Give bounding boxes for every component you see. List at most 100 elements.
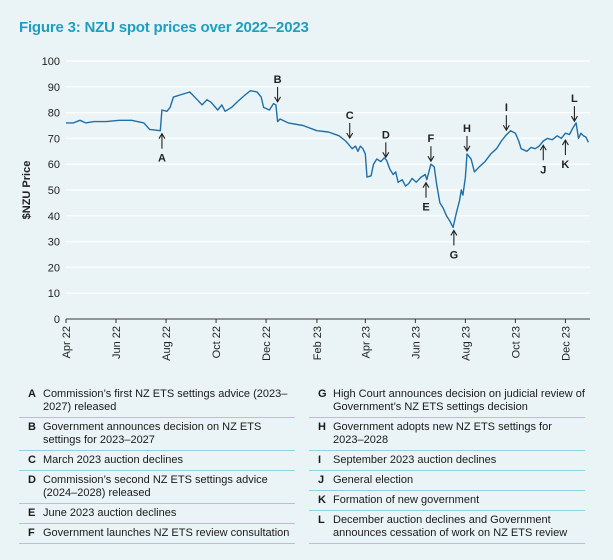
legend-item-d: D Commission’s second NZ ETS settings adv… xyxy=(19,471,295,504)
x-tick-label: Aug 23 xyxy=(460,326,472,361)
legend-left: A Commission’s first NZ ETS settings advi… xyxy=(19,385,295,544)
legend-key: D xyxy=(28,474,36,486)
annotation-i: I xyxy=(502,102,510,132)
arrowhead xyxy=(561,139,569,146)
annotation-l: L xyxy=(570,93,578,123)
arrowhead xyxy=(502,124,510,132)
legend-item-h: H Government adopts new NZ ETS settings f… xyxy=(309,418,585,451)
legend-text: Commission’s second NZ ETS settings advi… xyxy=(43,474,268,499)
arrowhead xyxy=(158,132,166,139)
annotation-f: F xyxy=(427,133,435,163)
x-tick-label: Aug 22 xyxy=(161,326,173,361)
arrowhead xyxy=(274,96,282,103)
y-tick-label: 20 xyxy=(48,262,60,274)
legend-item-i: I September 2023 auction declines xyxy=(309,451,585,471)
nzu-price-line xyxy=(66,90,590,229)
legend-item-f: F Government launches NZ ETS review consu… xyxy=(19,524,295,544)
legend-right: G High Court announces decision on judici… xyxy=(309,385,585,544)
legend-text: Government launches NZ ETS review consul… xyxy=(43,527,290,539)
legend-text: March 2023 auction declines xyxy=(43,454,184,466)
x-tick-label: Jun 23 xyxy=(410,326,422,359)
arrowhead xyxy=(539,144,547,151)
legend-item-k: K Formation of new government xyxy=(309,491,585,511)
y-tick-label: 10 xyxy=(48,288,60,300)
y-tick-label: 70 xyxy=(48,133,60,145)
legend-key: A xyxy=(28,388,36,400)
x-tick-label: Oct 23 xyxy=(510,326,522,358)
legend-item-j: J General election xyxy=(309,471,585,491)
legend-item-a: A Commission’s first NZ ETS settings advi… xyxy=(19,385,295,418)
legend-item-g: G High Court announces decision on judici… xyxy=(309,385,585,418)
legend-key: I xyxy=(318,454,322,466)
grid xyxy=(66,60,590,320)
legend-text: Formation of new government xyxy=(333,494,480,506)
arrowhead xyxy=(382,152,390,159)
annotation-label: L xyxy=(571,93,578,105)
legend-text: June 2023 auction declines xyxy=(43,507,177,519)
arrowhead xyxy=(422,181,430,188)
x-axis-ticks: Apr 22 Jun 22 Aug 22 Oct 22 Dec 22 Feb 23 Apr … xyxy=(61,319,572,361)
annotation-label: H xyxy=(463,123,471,135)
legend-text: General election xyxy=(333,474,414,486)
legend-key: K xyxy=(318,494,326,506)
arrowhead xyxy=(450,229,458,236)
legend-key: C xyxy=(28,454,36,466)
annotation-j: J xyxy=(539,144,547,176)
annotations: A B C D E F G H I J K L xyxy=(158,74,578,262)
annotation-label: I xyxy=(505,102,508,114)
annotation-k: K xyxy=(561,139,569,171)
y-tick-label: 90 xyxy=(48,82,60,94)
legend-key: J xyxy=(318,474,325,486)
annotation-label: C xyxy=(346,110,354,122)
arrowhead xyxy=(570,115,578,123)
y-tick-label: 40 xyxy=(48,211,60,223)
legend-item-l: L December auction declines and Governmen… xyxy=(309,511,585,544)
legend-item-e: E June 2023 auction declines xyxy=(19,504,295,524)
legend-key: B xyxy=(28,421,36,433)
legend-item-c: C March 2023 auction declines xyxy=(19,451,295,471)
legend-key: F xyxy=(28,527,35,539)
legend-key: E xyxy=(28,507,36,519)
annotation-h: H xyxy=(463,123,471,152)
annotation-d: D xyxy=(382,129,390,159)
annotation-label: D xyxy=(382,129,390,141)
x-tick-label: Apr 23 xyxy=(360,326,372,358)
y-axis-label: $NZU Price xyxy=(21,161,33,220)
x-tick-label: Dec 22 xyxy=(261,326,273,361)
legend-text: September 2023 auction declines xyxy=(333,454,497,466)
legend-text: December auction declines and Government… xyxy=(333,514,568,539)
legend-item-b: B Government announces decision on NZ ETS… xyxy=(19,418,295,451)
y-tick-label: 100 xyxy=(42,56,60,68)
legend-text: Commission’s first NZ ETS settings advic… xyxy=(43,388,288,413)
legend-text: Government adopts new NZ ETS settings fo… xyxy=(333,421,552,446)
arrowhead xyxy=(463,145,471,152)
annotation-c: C xyxy=(346,110,354,140)
arrowhead xyxy=(346,132,354,140)
annotation-label: A xyxy=(158,153,166,165)
y-axis-ticks: 0 10 20 30 40 50 60 70 80 90 100 xyxy=(42,56,60,326)
x-tick-label: Jun 22 xyxy=(111,326,123,359)
y-tick-label: 60 xyxy=(48,159,60,171)
legend-key: H xyxy=(318,421,326,433)
x-tick-label: Feb 23 xyxy=(312,326,324,360)
arrowhead xyxy=(427,155,435,163)
chart-title: Figure 3: NZU spot prices over 2022–2023 xyxy=(19,19,309,36)
y-tick-label: 0 xyxy=(54,314,60,326)
line-chart: 0 10 20 30 40 50 60 70 80 90 100 Apr 22 Jun 22 Aug 2… xyxy=(21,56,590,361)
annotation-label: E xyxy=(422,202,429,214)
annotation-label: B xyxy=(274,74,282,86)
x-tick-label: Oct 22 xyxy=(211,326,223,358)
annotation-g: G xyxy=(450,229,458,261)
legend-text: Government announces decision on NZ ETS … xyxy=(43,421,262,446)
legend-text: High Court announces decision on judicia… xyxy=(333,388,585,413)
x-tick-label: Apr 22 xyxy=(61,326,73,358)
annotation-label: F xyxy=(428,133,435,145)
annotation-b: B xyxy=(274,74,282,103)
annotation-a: A xyxy=(158,132,166,165)
legend-key: G xyxy=(318,388,327,400)
y-tick-label: 50 xyxy=(48,185,60,197)
legend-key: L xyxy=(318,514,325,526)
annotation-label: J xyxy=(540,164,546,176)
x-tick-label: Dec 23 xyxy=(560,326,572,361)
annotation-label: K xyxy=(561,159,569,171)
